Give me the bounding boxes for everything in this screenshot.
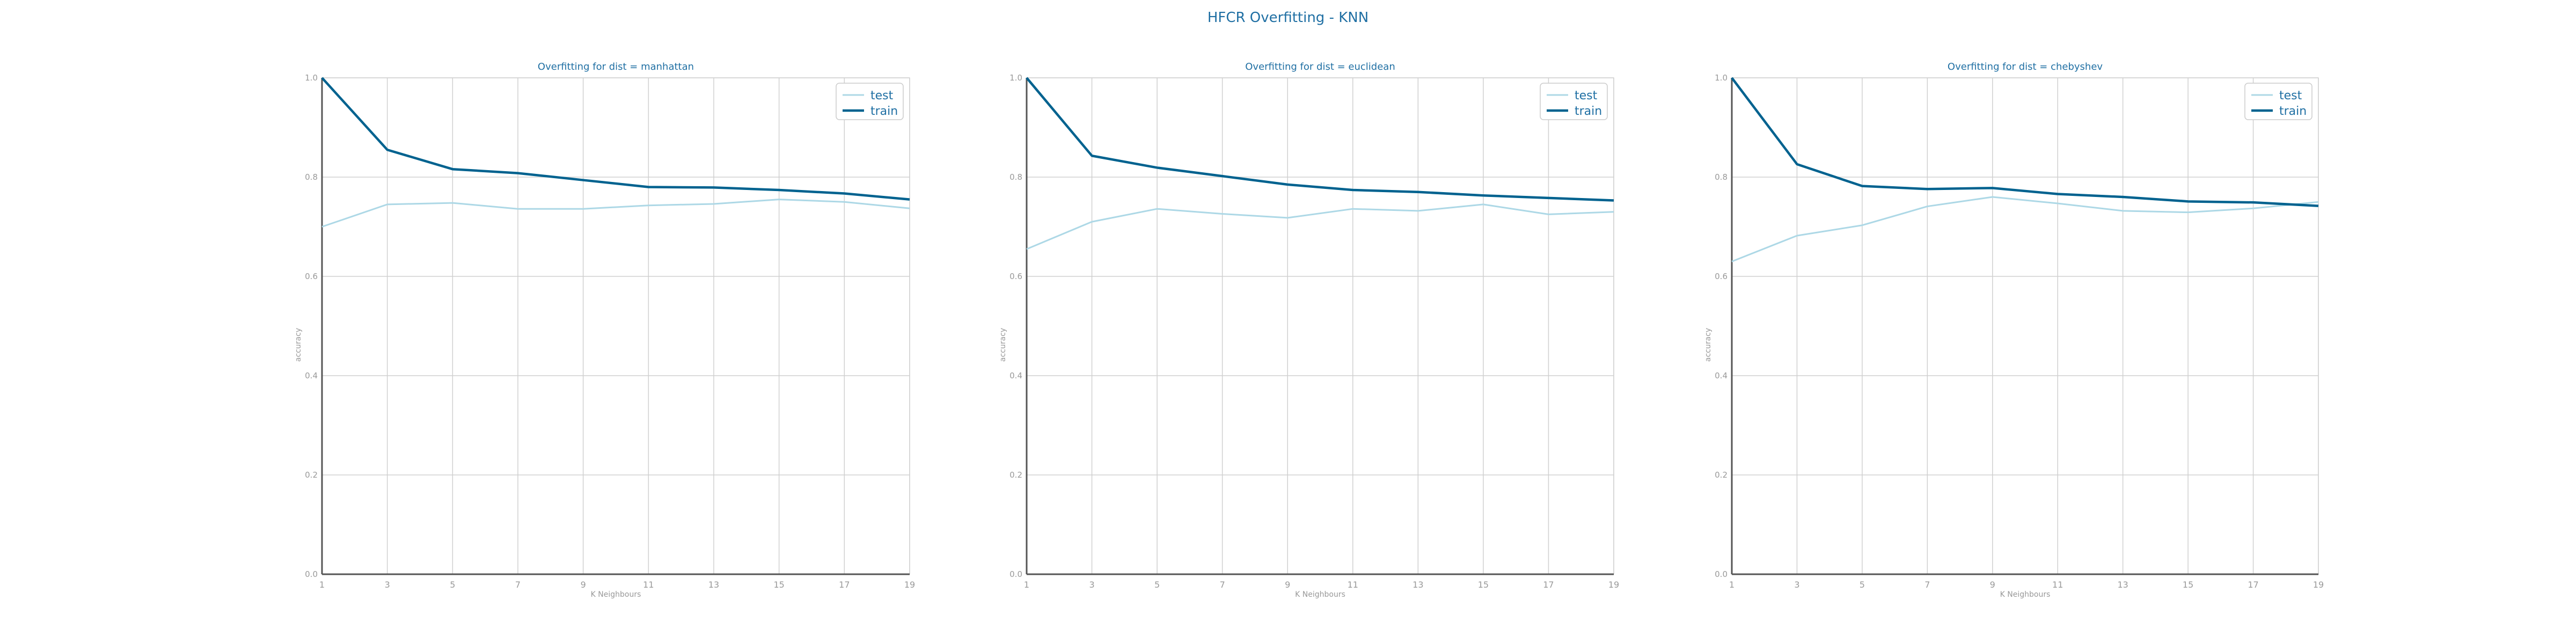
chart-panel-2: 1 3 5 7 9 11 13 15 17 190.00.20.40.60.81.0Overfit… [999,61,1619,599]
y-tick-label: 0.8 [305,172,318,182]
x-tick-label: 15 [1478,580,1489,590]
x-tick-label: 7 [1220,580,1225,590]
x-tick-label: 5 [1860,580,1865,590]
x-tick-label: 15 [2183,580,2193,590]
chart-panel-1: 1 3 5 7 9 11 13 15 17 190.00.20.40.60.81.0Overfit… [294,61,915,599]
y-tick-label: 0.4 [1009,371,1022,380]
x-tick-label: 17 [1543,580,1554,590]
x-tick-label: 3 [1794,580,1799,590]
legend-label-test: test [1575,89,1598,103]
y-tick-label: 1.0 [305,73,318,83]
x-tick-label: 19 [1608,580,1619,590]
plot-frame [1731,77,2319,575]
series-line-test [1026,203,1614,250]
y-axis-label: accuracy [999,328,1007,362]
x-tick-label: 11 [1348,580,1358,590]
y-tick-label: 0.6 [1009,272,1022,281]
x-tick-label: 7 [1924,580,1930,590]
x-tick-label: 7 [515,580,521,590]
chart-title: Overfitting for dist = euclidean [1245,61,1395,72]
x-tick-label: 9 [1990,580,1995,590]
figure-title: HFCR Overfitting - KNN [1207,10,1369,26]
chart-panel-3: 1 3 5 7 9 11 13 15 17 190.00.20.40.60.81.0Overfit… [1704,61,2324,599]
y-tick-label: 0.8 [1009,172,1022,182]
x-tick-label: 3 [385,580,390,590]
legend-label-train: train [2279,105,2307,118]
y-tick-label: 0.2 [305,470,318,480]
x-tick-label: 13 [2117,580,2128,590]
y-tick-label: 0.4 [1715,371,1728,380]
x-tick-label: 9 [581,580,586,590]
series-line-train [1026,77,1614,202]
x-axis-label: K Neighbours [591,590,641,599]
x-tick-label: 1 [1729,580,1735,590]
series-line-train [321,77,910,201]
series-line-test [1731,196,2319,262]
x-axis-label: K Neighbours [1295,590,1345,599]
y-tick-label: 0.4 [305,371,318,380]
x-tick-label: 13 [1413,580,1423,590]
x-tick-label: 9 [1285,580,1290,590]
series-line-train [1731,77,2319,207]
y-tick-label: 0.6 [305,272,318,281]
legend-label-test: test [2279,89,2302,103]
x-tick-label: 11 [643,580,654,590]
x-tick-label: 3 [1089,580,1094,590]
x-tick-label: 19 [2313,580,2324,590]
x-tick-label: 1 [1024,580,1029,590]
chart-title: Overfitting for dist = chebyshev [1948,61,2103,72]
y-tick-label: 0.0 [1009,569,1022,579]
legend-label-train: train [1575,105,1602,118]
legend-label-train: train [870,105,898,118]
y-tick-label: 0.0 [305,569,318,579]
legend: test train [1540,83,1608,120]
y-axis-label: accuracy [294,328,303,362]
x-tick-label: 1 [319,580,325,590]
y-tick-label: 0.2 [1009,470,1022,480]
x-tick-label: 17 [839,580,850,590]
y-tick-label: 0.0 [1715,569,1728,579]
legend: test train [2244,83,2312,120]
legend-label-test: test [870,89,894,103]
x-tick-label: 19 [904,580,915,590]
y-axis-label: accuracy [1704,328,1713,362]
y-tick-label: 0.8 [1715,172,1728,182]
y-tick-label: 1.0 [1715,73,1728,83]
x-axis-label: K Neighbours [2000,590,2051,599]
y-tick-label: 0.2 [1715,470,1728,480]
y-tick-label: 0.6 [1715,272,1728,281]
x-tick-label: 15 [773,580,784,590]
plot-frame [1026,77,1614,575]
y-tick-label: 1.0 [1009,73,1022,83]
x-tick-label: 5 [1154,580,1160,590]
series-line-test [321,199,910,228]
plot-frame [321,77,910,575]
x-tick-label: 5 [450,580,455,590]
legend: test train [836,83,904,120]
x-tick-label: 11 [2052,580,2063,590]
chart-title: Overfitting for dist = manhattan [538,61,694,72]
x-tick-label: 13 [708,580,719,590]
x-tick-label: 17 [2248,580,2258,590]
